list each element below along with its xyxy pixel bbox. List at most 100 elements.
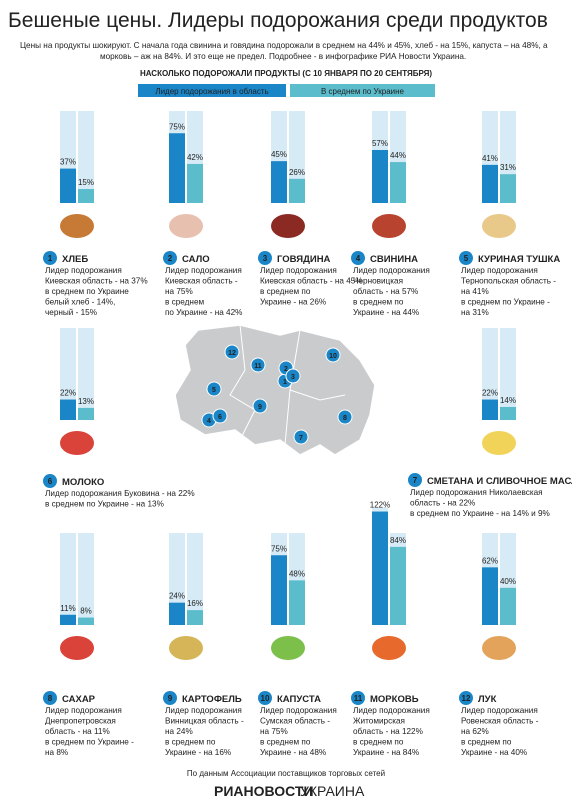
value-label: 62% [482, 556, 498, 565]
product-name: МОЛОКО [62, 477, 104, 488]
map-marker-number: 8 [343, 415, 347, 422]
logo: РИАНОВОСТИ [214, 783, 314, 799]
value-label: 48% [289, 569, 305, 578]
bar-background [78, 111, 94, 203]
description: на 41% [461, 287, 489, 296]
number: 6 [48, 477, 53, 486]
bar [271, 161, 287, 203]
description: Лидер подорожания [353, 266, 430, 275]
bar [500, 587, 516, 625]
description: на 75% [260, 727, 288, 736]
number: 2 [168, 254, 173, 263]
product-name: СВИНИНА [370, 254, 418, 265]
bar [187, 163, 203, 203]
bar-background [187, 533, 203, 625]
product-name: КАПУСТА [277, 694, 321, 705]
value-label: 75% [169, 122, 185, 131]
product-icon [271, 636, 305, 660]
description: черный - 15% [45, 308, 97, 317]
bar [271, 555, 287, 625]
product-name: МОРКОВЬ [370, 694, 419, 705]
intro: морковь – аж на 84%. И это еще не предел… [100, 52, 466, 61]
value-label: 45% [271, 150, 287, 159]
bar [169, 602, 185, 625]
description: в среднем по Украине - [461, 298, 550, 307]
product-icon [482, 431, 516, 455]
description: Лидер подорожания [260, 706, 337, 715]
map-marker-number: 1 [283, 379, 287, 386]
bar-background [500, 328, 516, 420]
bar-background [482, 328, 498, 420]
bar [60, 399, 76, 420]
number-badge [258, 251, 272, 265]
value-label: 75% [271, 544, 287, 553]
description: Лидер подорожания [165, 266, 242, 275]
product-name: КУРИНАЯ ТУШКА [478, 254, 560, 265]
product-name: ЛУК [478, 694, 497, 705]
map-marker-number: 9 [258, 404, 262, 411]
description: Киевская область - на 45% [260, 277, 363, 286]
map-marker [224, 344, 240, 360]
legend-swatch [138, 84, 286, 97]
description: Лидер подорожания [260, 266, 337, 275]
value-label: 44% [390, 151, 406, 160]
value-label: 40% [500, 577, 516, 586]
number: 7 [413, 476, 418, 485]
description: в среднем по [353, 738, 404, 747]
value-label: 22% [60, 389, 76, 398]
description: Лидер подорожания Буковина - на 22% [45, 489, 195, 498]
description: в среднем по [165, 738, 216, 747]
product-icon [482, 214, 516, 238]
map-marker [252, 398, 268, 414]
bar [500, 406, 516, 420]
value-label: 13% [78, 397, 94, 406]
description: в среднем по Украине - на 13% [45, 500, 164, 509]
number-badge [351, 251, 365, 265]
description: Киевская область - на 37% [45, 277, 148, 286]
description: Днепропетровская [45, 717, 116, 726]
number: 12 [462, 694, 471, 703]
description: Лидер подорожания [45, 706, 122, 715]
bar [78, 617, 94, 625]
map-marker [206, 381, 222, 397]
legend-label: Лидер подорожания в область [155, 87, 268, 96]
product-name: ХЛЕБ [62, 254, 88, 265]
title: Бешеные цены. Лидеры подорожания среди п… [8, 9, 548, 32]
product-icon [60, 214, 94, 238]
description: в среднем по Украине - на 14% и 9% [410, 509, 550, 518]
description: в среднем по [353, 298, 404, 307]
number: 9 [168, 694, 173, 703]
description: Украине - на 16% [165, 748, 231, 757]
description: в среднем по [260, 287, 311, 296]
description: Украине - на 48% [260, 748, 326, 757]
description: Лидер подорожания [353, 706, 430, 715]
product-icon [169, 636, 203, 660]
value-label: 37% [60, 158, 76, 167]
number: 8 [48, 694, 53, 703]
product-icon [372, 214, 406, 238]
value-label: 31% [500, 163, 516, 172]
map-marker-number: 5 [212, 387, 216, 394]
description: область - на 22% [410, 499, 475, 508]
number-badge [351, 691, 365, 705]
legend-label: В среднем по Украине [321, 87, 405, 96]
map-marker [285, 368, 301, 384]
description: Киевская область - [165, 277, 238, 286]
value-label: 57% [372, 139, 388, 148]
product-icon [271, 214, 305, 238]
number-badge [43, 474, 57, 488]
subtitle: НАСКОЛЬКО ПОДОРОЖАЛИ ПРОДУКТЫ (С 10 ЯНВА… [140, 69, 432, 78]
value-label: 42% [187, 153, 203, 162]
product-name: СМЕТАНА И СЛИВОЧНОЕ МАСЛО [427, 476, 572, 487]
number-badge [459, 691, 473, 705]
description: Сумская область - [260, 717, 330, 726]
description: в среднем по Украине - [45, 738, 134, 747]
product-name: САХАР [62, 694, 96, 705]
description: на 24% [165, 727, 193, 736]
description: Лидер подорожания Николаевская [410, 488, 543, 497]
description: Тернопольская область - [461, 277, 556, 286]
description: Лидер подорожания [45, 266, 122, 275]
map-marker-number: 12 [228, 350, 236, 357]
map-marker-number: 6 [218, 414, 222, 421]
